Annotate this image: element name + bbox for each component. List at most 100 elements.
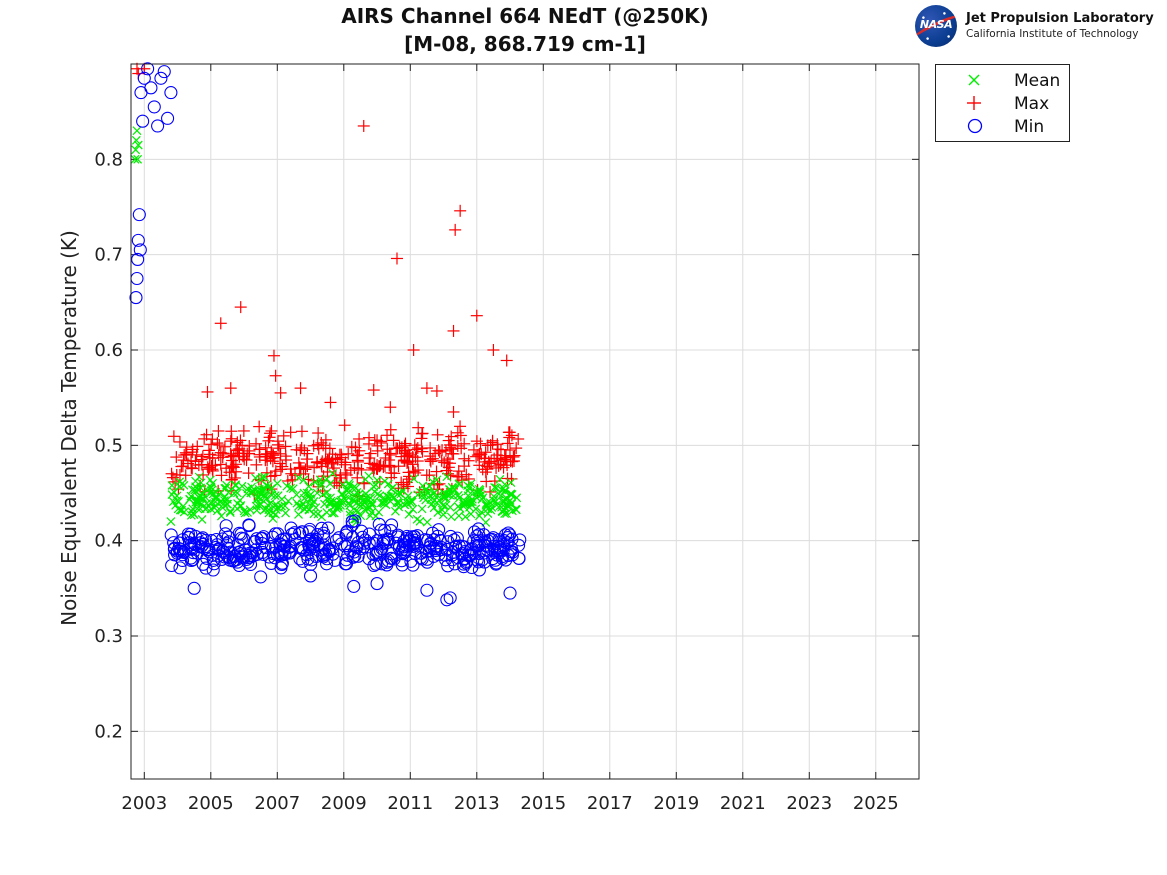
marker-max <box>274 386 287 399</box>
marker-mean <box>191 497 201 507</box>
marker-min <box>351 549 365 563</box>
marker-mean <box>492 500 502 510</box>
marker-mean <box>403 491 413 501</box>
marker-max <box>294 462 307 475</box>
marker-min <box>279 532 293 546</box>
marker-max <box>367 384 380 397</box>
marker-max <box>392 460 405 473</box>
marker-mean <box>404 509 414 519</box>
y-tick-label: 0.2 <box>94 721 123 742</box>
marker-max <box>205 438 218 451</box>
marker-mean <box>498 507 507 517</box>
marker-max <box>458 437 471 450</box>
nasa-meatball-icon: NASA <box>915 5 957 47</box>
marker-max <box>395 476 408 489</box>
marker-mean <box>131 135 141 145</box>
marker-mean <box>325 479 335 489</box>
marker-min <box>472 547 486 561</box>
marker-max <box>273 442 286 455</box>
marker-mean <box>497 485 507 495</box>
marker-mean <box>254 492 264 502</box>
marker-mean <box>326 493 335 503</box>
marker-max <box>234 301 247 314</box>
marker-max <box>227 461 240 474</box>
x-tick-label: 2011 <box>387 793 433 814</box>
marker-mean <box>349 482 359 492</box>
marker-min <box>215 552 229 567</box>
marker-min <box>133 243 147 257</box>
marker-max <box>212 424 225 437</box>
marker-max <box>211 437 224 450</box>
marker-mean <box>225 508 235 518</box>
marker-min <box>362 536 376 550</box>
marker-min <box>296 554 310 568</box>
marker-min <box>222 550 237 564</box>
marker-max <box>484 485 497 498</box>
marker-min <box>234 527 248 541</box>
marker-min <box>426 526 440 540</box>
marker-max <box>324 396 337 409</box>
marker-mean <box>294 510 303 519</box>
marker-mean <box>328 469 338 478</box>
marker-mean <box>212 506 222 516</box>
marker-mean <box>222 480 231 490</box>
marker-max <box>483 457 496 470</box>
marker-max <box>462 454 475 467</box>
marker-mean <box>365 498 375 507</box>
marker-min <box>385 551 399 565</box>
marker-max <box>512 432 525 445</box>
marker-min <box>450 531 464 545</box>
marker-min <box>395 558 409 572</box>
legend-label-max: Max <box>1014 94 1050 114</box>
marker-min <box>164 528 178 542</box>
marker-mean <box>132 126 142 136</box>
marker-max <box>407 344 420 356</box>
marker-max <box>353 432 366 445</box>
marker-min <box>295 525 309 539</box>
marker-mean <box>498 498 508 507</box>
marker-min <box>234 531 248 545</box>
marker-min <box>240 552 254 566</box>
marker-max <box>481 439 494 452</box>
x-tick-label: 2013 <box>454 793 500 814</box>
marker-mean <box>130 154 140 164</box>
marker-mean <box>219 493 229 503</box>
marker-min <box>334 537 348 551</box>
marker-max <box>363 431 376 444</box>
marker-mean <box>466 509 476 519</box>
marker-mean <box>286 483 296 493</box>
marker-mean <box>433 508 443 518</box>
marker-min <box>294 541 308 555</box>
y-tick-label: 0.7 <box>94 245 123 266</box>
marker-min <box>257 530 271 544</box>
marker-max <box>416 445 429 458</box>
marker-mean <box>240 508 250 518</box>
marker-min <box>358 533 372 547</box>
marker-mean <box>419 493 429 503</box>
marker-max <box>308 461 321 474</box>
marker-mean <box>167 481 177 490</box>
marker-mean <box>200 504 210 514</box>
x-tick-label: 2015 <box>520 793 566 814</box>
marker-min <box>199 533 213 547</box>
marker-max <box>502 426 515 439</box>
marker-mean <box>260 492 270 502</box>
marker-mean <box>337 489 347 499</box>
legend-item-min: Min <box>936 115 1071 138</box>
marker-max <box>384 401 397 414</box>
marker-mean <box>335 497 345 507</box>
marker-max <box>505 429 518 442</box>
marker-min <box>233 544 248 559</box>
marker-mean <box>259 483 269 493</box>
marker-mean <box>445 485 455 495</box>
marker-min <box>377 535 391 549</box>
marker-max <box>192 459 205 472</box>
marker-mean <box>193 498 202 507</box>
marker-mean <box>495 474 505 484</box>
marker-mean <box>246 488 256 498</box>
marker-mean <box>501 493 511 503</box>
marker-max <box>390 252 403 265</box>
legend-item-max: Max <box>936 92 1071 115</box>
marker-max <box>299 463 312 476</box>
marker-max <box>215 469 228 482</box>
